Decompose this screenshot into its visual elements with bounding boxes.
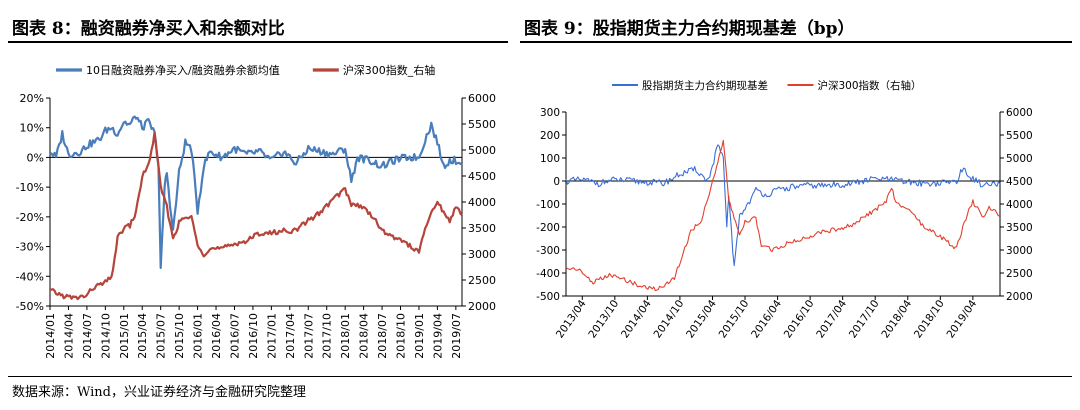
x-tick-label: 2017/04 xyxy=(814,298,849,341)
x-tick-label: 2019/01 xyxy=(413,313,426,359)
y-left-tick-label: -30% xyxy=(16,241,44,254)
x-tick-label: 2013/04 xyxy=(554,298,589,341)
legend-label: 股指期货主力合约期现基差 xyxy=(642,79,768,92)
x-tick-label: 2018/04 xyxy=(879,298,914,341)
x-tick-label: 2014/01 xyxy=(44,313,57,359)
source-note: 数据来源：Wind，兴业证券经济与金融研究院整理 xyxy=(12,385,306,400)
x-tick-label: 2018/10 xyxy=(912,298,947,341)
y-left-tick-label: 100 xyxy=(540,153,560,165)
x-tick-label: 2014/10 xyxy=(652,298,687,341)
x-tick-label: 2013/10 xyxy=(586,298,621,341)
x-tick-label: 2014/07 xyxy=(81,313,94,359)
x-tick-label: 2017/10 xyxy=(847,298,882,341)
y-left-tick-label: 10% xyxy=(20,122,44,135)
legend: 10日融资融券净买入/融资融券余额均值 沪深300指数_右轴 xyxy=(56,63,435,77)
x-tick-label: 2015/10 xyxy=(717,298,752,341)
y-left-tick-label: 0 xyxy=(553,176,560,188)
y-right-tick-label: 4500 xyxy=(468,170,496,183)
figure-8-title: 图表 8：融资融券净买入和余额对比 xyxy=(12,19,285,39)
legend-label: 沪深300指数_右轴 xyxy=(343,63,436,77)
y-left-tick-label: -100 xyxy=(536,199,560,211)
y-left-tick-label: 200 xyxy=(540,130,560,142)
x-tick-label: 2015/10 xyxy=(173,313,186,359)
x-tick-label: 2015/01 xyxy=(118,313,131,359)
x-tick-label: 2014/04 xyxy=(62,313,75,359)
x-tick-label: 2017/10 xyxy=(321,313,334,359)
y-right-tick-label: 4000 xyxy=(1006,199,1033,211)
y-right-tick-label: 5000 xyxy=(1006,153,1033,165)
title-rule-left xyxy=(8,41,508,43)
y-left-tick-label: -300 xyxy=(536,245,560,257)
y-left-tick-label: -200 xyxy=(536,222,560,234)
y-right-tick-label: 4000 xyxy=(468,196,496,209)
y-left-tick-label: -50% xyxy=(16,300,44,313)
title-rule-right xyxy=(520,41,1072,43)
y-right-tick-label: 3000 xyxy=(1006,245,1033,257)
x-tick-label: 2019/04 xyxy=(944,298,979,341)
y-right-tick-label: 2000 xyxy=(1006,291,1033,303)
x-tick-label: 2016/04 xyxy=(749,298,784,341)
x-tick-label: 2019/04 xyxy=(431,313,444,359)
series-line-left-axis xyxy=(565,144,1001,267)
y-right-tick-label: 3000 xyxy=(468,248,496,261)
x-tick-label: 2015/04 xyxy=(136,313,149,359)
x-tick-label: 2014/04 xyxy=(619,298,654,341)
x-tick-label: 2019/07 xyxy=(450,313,463,359)
legend-label: 10日融资融券净买入/融资融券余额均值 xyxy=(86,63,280,77)
y-right-tick-label: 3500 xyxy=(1006,222,1033,234)
series-line-left-axis xyxy=(49,115,463,270)
x-tick-label: 2015/04 xyxy=(684,298,719,341)
y-right-tick-label: 2500 xyxy=(468,274,496,287)
y-left-tick-label: 300 xyxy=(540,107,560,119)
x-tick-label: 2017/04 xyxy=(284,313,297,359)
x-tick-label: 2015/07 xyxy=(155,313,168,359)
y-right-tick-label: 5500 xyxy=(1006,130,1033,142)
y-left-tick-label: -500 xyxy=(536,291,560,303)
x-tick-label: 2014/10 xyxy=(99,313,112,359)
y-right-tick-label: 2000 xyxy=(468,300,496,313)
y-right-tick-label: 5000 xyxy=(468,144,496,157)
x-tick-label: 2017/01 xyxy=(265,313,278,359)
y-right-tick-label: 6000 xyxy=(468,92,496,105)
legend: 股指期货主力合约期现基差 沪深300指数（右轴） xyxy=(612,79,922,92)
figure-9-title: 图表 9：股指期货主力合约期现基差（bp） xyxy=(524,19,855,39)
x-tick-label: 2016/07 xyxy=(228,313,241,359)
y-left-tick-label: -20% xyxy=(16,211,44,224)
x-tick-label: 2016/10 xyxy=(782,298,817,341)
y-left-tick-label: -10% xyxy=(16,181,44,194)
x-tick-label: 2018/04 xyxy=(358,313,371,359)
y-right-tick-label: 3500 xyxy=(468,222,496,235)
x-tick-label: 2018/01 xyxy=(339,313,352,359)
y-right-tick-label: 4500 xyxy=(1006,176,1033,188)
x-tick-label: 2016/04 xyxy=(210,313,223,359)
y-left-tick-label: -40% xyxy=(16,270,44,283)
y-right-tick-label: 5500 xyxy=(468,118,496,131)
y-right-tick-label: 6000 xyxy=(1006,107,1033,119)
y-right-tick-label: 2500 xyxy=(1006,268,1033,280)
x-tick-label: 2017/07 xyxy=(302,313,315,359)
y-left-tick-label: 0% xyxy=(27,151,44,164)
legend-label: 沪深300指数（右轴） xyxy=(817,79,921,92)
source-rule xyxy=(8,376,1072,377)
x-tick-label: 2016/10 xyxy=(247,313,260,359)
series-line-right-axis xyxy=(565,139,1001,292)
x-tick-label: 2018/10 xyxy=(395,313,408,359)
chart-margin-balance: 20% 10% 0% -10% -20% -30% -40% -50% 6000 5500 5000… xyxy=(16,63,496,359)
y-left-tick-label: -400 xyxy=(536,268,560,280)
x-tick-label: 2018/07 xyxy=(376,313,389,359)
y-left-tick-label: 20% xyxy=(20,92,44,105)
series-line-right-axis xyxy=(49,131,463,301)
chart-futures-basis: 300 200 100 0 -100 -200 -300 -400 -500 6000 5500 50… xyxy=(536,79,1033,341)
x-tick-label: 2016/01 xyxy=(192,313,205,359)
